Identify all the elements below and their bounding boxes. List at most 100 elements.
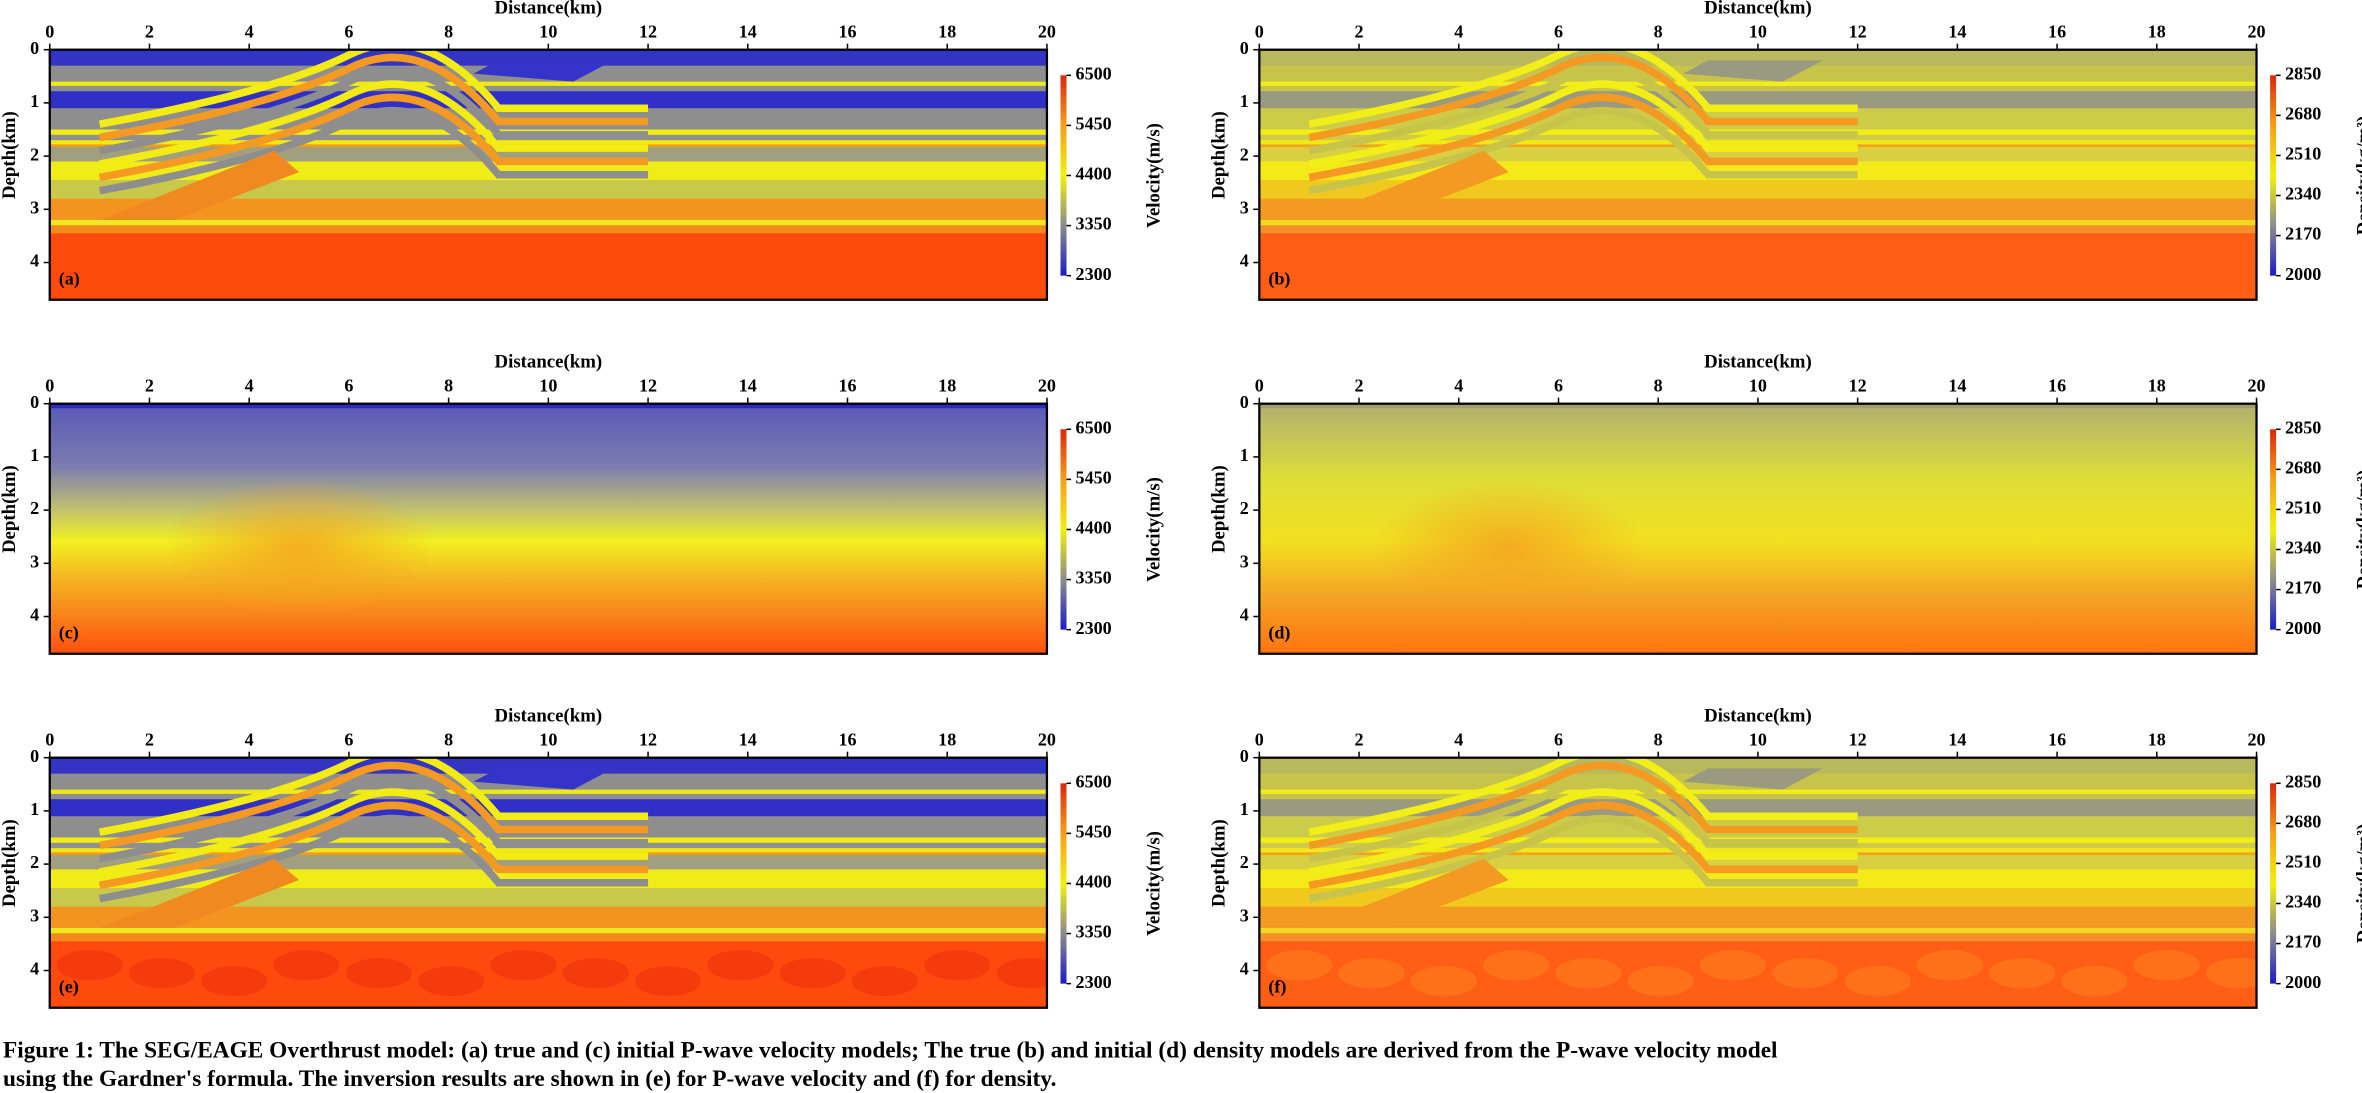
- y-tick-label: 4: [1240, 959, 1249, 979]
- colorbar: [2270, 75, 2277, 276]
- panel: 0 2 4 6 8 10 12 14 16 18 20Distance(km)01234Depth(…: [0, 705, 1165, 1009]
- y-axis-label: Depth(km): [1208, 111, 1229, 199]
- colorbar-tick-label: 5450: [1076, 468, 1112, 488]
- y-tick-label: 4: [1240, 605, 1249, 625]
- x-tick-label: 18: [2148, 729, 2166, 749]
- x-tick-label: 14: [739, 729, 757, 749]
- y-tick-label: 4: [30, 959, 39, 979]
- x-tick-label: 10: [1749, 729, 1767, 749]
- x-tick-label: 20: [1038, 375, 1056, 395]
- x-tick-label: 8: [1654, 729, 1663, 749]
- y-tick-label: 2: [30, 852, 39, 872]
- y-tick-label: 0: [1240, 746, 1249, 766]
- x-tick-label: 16: [838, 21, 856, 41]
- x-tick-label: 18: [2148, 375, 2166, 395]
- y-tick-label: 2: [1240, 852, 1249, 872]
- x-tick-label: 10: [1749, 21, 1767, 41]
- y-tick-label: 2: [30, 144, 39, 164]
- y-tick-label: 1: [30, 91, 39, 111]
- model-image: [1259, 403, 2257, 654]
- y-tick-label: 3: [30, 197, 39, 217]
- x-tick-label: 2: [1355, 21, 1364, 41]
- x-tick-label: 12: [639, 21, 657, 41]
- x-axis-label: Distance(km): [1704, 351, 1812, 372]
- colorbar-tick-label: 5450: [1076, 114, 1112, 134]
- colorbar-tick-label: 2850: [2285, 771, 2321, 791]
- x-tick-label: 20: [1038, 21, 1056, 41]
- colorbar-tick-label: 4400: [1076, 164, 1112, 184]
- x-axis-label: Distance(km): [1704, 705, 1812, 726]
- x-tick-label: 12: [639, 729, 657, 749]
- x-tick-label: 2: [145, 375, 154, 395]
- x-axis-label: Distance(km): [495, 351, 603, 372]
- x-tick-label: 14: [1948, 21, 1966, 41]
- x-tick-label: 0: [45, 729, 54, 749]
- colorbar-tick-label: 3350: [1076, 214, 1112, 234]
- y-tick-label: 3: [1240, 551, 1249, 571]
- x-tick-label: 6: [1554, 729, 1563, 749]
- y-tick-label: 4: [30, 251, 39, 271]
- colorbar-label: Density(kg/m³): [2353, 824, 2362, 944]
- y-tick-label: 0: [1240, 392, 1249, 412]
- x-tick-label: 20: [2247, 375, 2265, 395]
- y-tick-label: 0: [30, 746, 39, 766]
- colorbar-tick-label: 4400: [1076, 518, 1112, 538]
- x-tick-label: 20: [2247, 729, 2265, 749]
- y-tick-label: 3: [1240, 197, 1249, 217]
- x-tick-label: 8: [444, 21, 453, 41]
- x-tick-label: 16: [2048, 375, 2066, 395]
- x-tick-label: 4: [1454, 729, 1463, 749]
- x-tick-label: 18: [938, 729, 956, 749]
- colorbar-tick-label: 2680: [2285, 104, 2321, 124]
- colorbar-tick-label: 2340: [2285, 184, 2321, 204]
- x-tick-label: 2: [1355, 375, 1364, 395]
- x-tick-label: 10: [539, 729, 557, 749]
- y-tick-label: 4: [1240, 251, 1249, 271]
- y-axis-label: Depth(km): [1208, 819, 1229, 907]
- x-tick-label: 8: [444, 729, 453, 749]
- x-tick-label: 0: [1255, 21, 1264, 41]
- panel-label: (a): [59, 268, 80, 289]
- y-tick-label: 1: [1240, 91, 1249, 111]
- colorbar-tick-label: 5450: [1076, 822, 1112, 842]
- colorbar-label: Velocity(m/s): [1144, 123, 1165, 228]
- colorbar-label: Velocity(m/s): [1144, 477, 1165, 582]
- x-tick-label: 12: [1849, 729, 1867, 749]
- colorbar-tick-label: 2850: [2285, 63, 2321, 83]
- x-tick-label: 0: [45, 21, 54, 41]
- x-tick-label: 10: [1749, 375, 1767, 395]
- y-tick-label: 3: [1240, 905, 1249, 925]
- colorbar-tick-label: 6500: [1076, 771, 1112, 791]
- y-tick-label: 2: [30, 498, 39, 518]
- x-tick-label: 2: [145, 21, 154, 41]
- model-image: [1259, 49, 2257, 300]
- y-tick-label: 3: [30, 551, 39, 571]
- x-tick-label: 4: [245, 375, 254, 395]
- colorbar: [2270, 783, 2277, 984]
- x-tick-label: 6: [344, 375, 353, 395]
- colorbar-tick-label: 2170: [2285, 932, 2321, 952]
- y-tick-label: 2: [1240, 144, 1249, 164]
- panel: 0 2 4 6 8 10 12 14 16 18 20Distance(km)01234Depth(…: [1208, 351, 2362, 655]
- colorbar-tick-label: 2510: [2285, 144, 2321, 164]
- model-image: [49, 757, 1047, 1008]
- colorbar-tick-label: 2340: [2285, 538, 2321, 558]
- y-tick-label: 0: [30, 38, 39, 58]
- colorbar-tick-label: 3350: [1076, 922, 1112, 942]
- colorbar-tick-label: 2300: [1076, 264, 1112, 284]
- caption-line: Figure 1: The SEG/EAGE Overthrust model:…: [3, 1037, 1778, 1063]
- x-tick-label: 10: [539, 21, 557, 41]
- y-tick-label: 0: [30, 392, 39, 412]
- panel-label: (d): [1268, 622, 1290, 643]
- colorbar-tick-label: 2000: [2285, 972, 2321, 992]
- colorbar-tick-label: 6500: [1076, 63, 1112, 83]
- x-axis-label: Distance(km): [1704, 0, 1812, 18]
- colorbar: [1060, 783, 1067, 984]
- x-tick-label: 14: [1948, 375, 1966, 395]
- colorbar-tick-label: 2680: [2285, 812, 2321, 832]
- y-tick-label: 1: [30, 799, 39, 819]
- model-image: [49, 49, 1047, 300]
- x-tick-label: 16: [2048, 21, 2066, 41]
- y-tick-label: 2: [1240, 498, 1249, 518]
- colorbar-label: Density(kg/m³): [2353, 116, 2362, 236]
